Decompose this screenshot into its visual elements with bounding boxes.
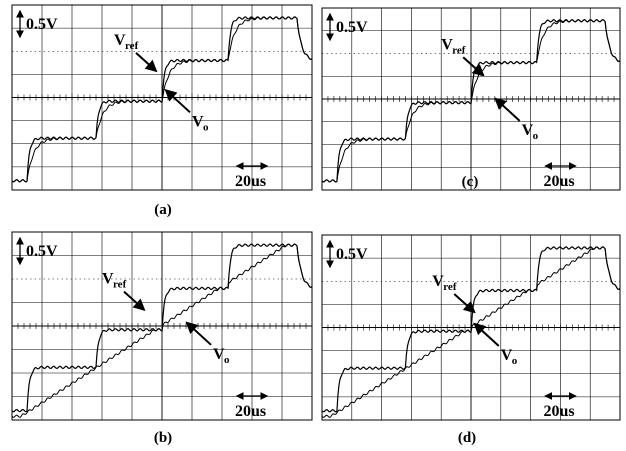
vref-subscript: ref xyxy=(125,40,139,52)
figure: 0.5VVrefVo20us(a)0.5VVrefVo20us(c)0.5VVr… xyxy=(0,0,626,451)
vo-subscript: o xyxy=(512,355,518,367)
scale-label: 0.5V xyxy=(336,246,368,263)
panel-caption: (d) xyxy=(458,430,476,446)
vref-pointer xyxy=(136,53,156,71)
time-label: 20us xyxy=(235,173,266,190)
panel-caption: (a) xyxy=(154,202,172,218)
vref-pointer xyxy=(463,57,483,75)
panel-caption: (b) xyxy=(154,430,172,446)
vref-subscript: ref xyxy=(452,44,466,56)
vo-subscript: o xyxy=(203,121,209,133)
vref-subscript: ref xyxy=(443,281,457,293)
vref-pointer xyxy=(124,292,144,310)
time-label: 20us xyxy=(544,403,575,420)
vo-pointer xyxy=(496,99,520,121)
panel-caption: (c) xyxy=(462,174,479,190)
scale-label: 0.5V xyxy=(26,16,58,33)
scale-label: 0.5V xyxy=(336,19,368,36)
scale-label: 0.5V xyxy=(26,243,58,260)
time-label: 20us xyxy=(235,403,266,420)
vo-pointer xyxy=(166,90,190,112)
time-label: 20us xyxy=(544,173,575,190)
vref-subscript: ref xyxy=(113,279,127,291)
vo-subscript: o xyxy=(533,130,539,142)
vo-subscript: o xyxy=(224,354,230,366)
